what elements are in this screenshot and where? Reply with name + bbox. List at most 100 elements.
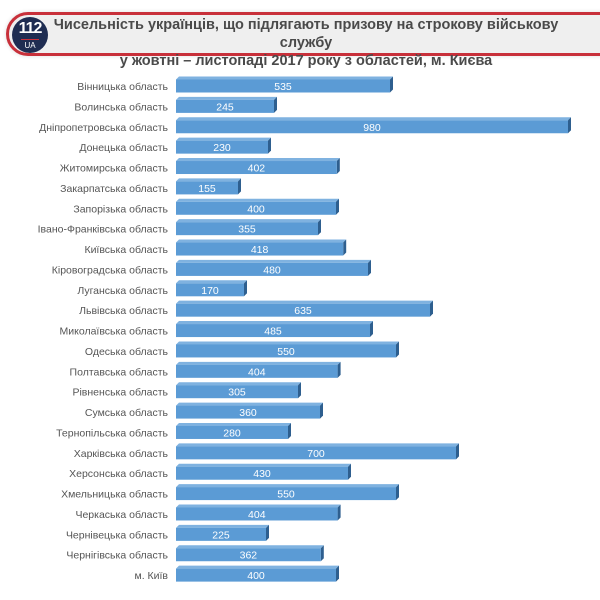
logo-number: 112 [18,20,43,37]
category-label: Волинська область [74,101,168,113]
bar-side [288,422,291,439]
category-label: Одеська область [85,346,169,358]
bar [176,140,268,154]
bar-side [336,198,339,215]
category-label: Вінницька область [77,81,168,93]
data-label: 430 [253,468,271,480]
category-label: Хмельницька область [61,489,168,501]
category-label: Запорізька область [73,203,168,215]
bar-top [176,361,341,365]
data-label: 280 [223,427,241,439]
title-line-1: Чисельність українців, що підлягають при… [53,17,559,51]
logo-sub: UA [21,39,39,50]
bar [176,344,396,358]
title-line-2: у жовтні – листопаді 2017 року з областе… [119,53,493,69]
bar [176,120,568,134]
bar-top [176,219,321,223]
bar [176,181,238,195]
bar-top [176,158,340,162]
bar-side [337,361,341,378]
bar [176,222,318,236]
bar-top [176,463,351,467]
bar-top [176,545,324,549]
bar-top [176,402,323,406]
bar-side [368,259,371,276]
bar-side [336,158,340,175]
data-label: 245 [216,101,234,113]
category-label: Дніпропетровська область [39,122,168,134]
bar-side [343,239,347,256]
data-label: 402 [248,163,266,175]
data-label: 404 [248,366,266,378]
data-label: 362 [240,550,258,562]
bar-top [176,484,399,488]
chart-title: Чисельність українців, що підлягають при… [52,16,560,70]
bar-side [370,321,373,338]
bar-side [318,219,321,236]
data-label: 480 [263,264,281,276]
category-label: Чернівецька область [66,529,169,541]
bar-top [176,198,339,202]
bar-side [568,117,571,134]
bar-side [320,402,323,419]
bar-side [430,300,433,317]
bar [176,79,390,93]
bar [176,466,348,480]
category-label: Миколаївська область [60,326,169,338]
bar-top [176,76,393,80]
data-label: 635 [294,305,312,317]
bar-side [320,545,324,562]
bar-top [176,504,341,508]
category-label: Київська область [84,244,168,256]
bar [176,385,298,399]
bar-top [176,422,291,426]
bar [176,548,321,562]
bar-top [176,96,277,100]
data-label: 360 [239,407,257,419]
bar-top [176,443,459,447]
bar-side [266,524,269,541]
data-label: 550 [277,346,295,358]
category-label: Херсонська область [69,468,168,480]
bar [176,161,337,175]
category-label: Житомирська область [60,163,169,175]
data-label: 305 [228,387,246,399]
bar-side [396,484,399,501]
category-label: Донецька область [79,142,168,154]
bar-top [176,300,433,304]
bar-side [396,341,399,358]
bar [176,283,244,297]
bar-side [298,382,301,399]
bar [176,425,288,439]
data-label: 700 [307,448,325,460]
bar [176,201,336,215]
bar-top [176,382,301,386]
category-label: Полтавська область [70,366,169,378]
data-label: 355 [238,224,256,236]
bar [176,324,370,338]
bar-side [456,443,459,460]
bar [176,99,274,113]
logo-112ua: 112 UA [12,17,48,53]
category-label: Закарпатська область [60,183,168,195]
bar-top [176,524,269,528]
title-banner [6,12,600,56]
data-label: 550 [277,489,295,501]
bar [176,262,368,276]
category-label: Кіровоградська область [52,264,169,276]
bar [176,364,338,378]
data-label: 170 [201,285,219,297]
data-label: 485 [264,326,282,338]
bar [176,568,336,582]
bar [176,303,430,317]
data-label: 400 [247,203,265,215]
data-label: 404 [248,509,266,521]
category-label: Сумська область [85,407,169,419]
category-label: Тернопільська область [56,427,168,439]
bar [176,242,344,256]
bar-side [390,76,393,93]
bar [176,507,338,521]
data-label: 155 [198,183,216,195]
data-label: 418 [251,244,269,256]
